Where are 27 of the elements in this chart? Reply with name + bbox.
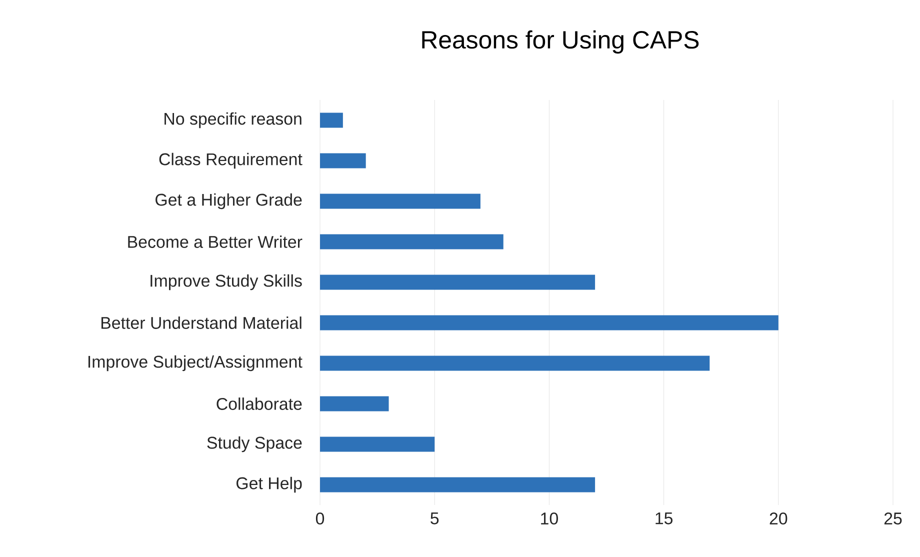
bar	[320, 194, 480, 209]
y-tick-label: No specific reason	[164, 112, 302, 128]
y-tick-label: Get a Higher Grade	[156, 193, 302, 210]
x-tick-label: 10	[541, 512, 558, 525]
y-tick-label: Become a Better Writer	[128, 236, 302, 248]
bar	[320, 315, 778, 330]
x-tick-label: 5	[430, 512, 439, 524]
chart-title: Reasons for Using CAPS	[422, 30, 699, 54]
y-tick-label: Get Help	[236, 476, 302, 493]
bar	[320, 396, 389, 412]
bar	[320, 436, 435, 452]
x-tick-label: 20	[770, 512, 788, 525]
bar	[320, 234, 504, 250]
bar	[320, 356, 710, 371]
y-tick-label: Collaborate	[216, 398, 302, 410]
y-tick-label: Improve Study Skills	[150, 274, 302, 290]
bar	[320, 274, 596, 290]
y-tick-label: Study Space	[207, 436, 302, 452]
y-tick-label: Class Requirement	[159, 152, 302, 169]
x-tick-label: 25	[884, 512, 902, 525]
y-tick-label: Better Understand Material	[101, 316, 302, 329]
y-tick-label: Improve Subject/Assignment	[88, 355, 302, 372]
bar	[320, 477, 596, 492]
x-tick-label: 15	[656, 512, 673, 524]
bar	[320, 112, 343, 128]
bar	[320, 153, 366, 168]
x-tick-label: 0	[316, 512, 324, 525]
